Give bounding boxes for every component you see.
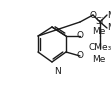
- Text: Si: Si: [96, 17, 104, 26]
- Text: O: O: [76, 31, 83, 40]
- Text: Me: Me: [107, 10, 111, 20]
- Text: CMe₃: CMe₃: [88, 44, 111, 53]
- Text: N: N: [54, 67, 61, 76]
- Text: Me: Me: [92, 28, 105, 37]
- Text: O: O: [76, 52, 83, 61]
- Text: Me: Me: [92, 55, 105, 64]
- Text: Me: Me: [107, 23, 111, 32]
- Text: O: O: [89, 10, 96, 20]
